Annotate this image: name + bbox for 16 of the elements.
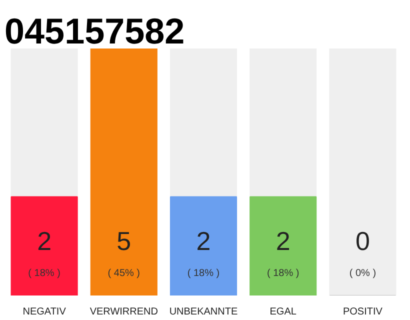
- x-tick-label: NEGATIV: [22, 306, 66, 318]
- data-label: 0: [355, 226, 370, 256]
- data-label: 2: [196, 226, 211, 256]
- data-label: 5: [116, 226, 132, 256]
- x-tick-label: VERWIRREND: [90, 306, 158, 318]
- data-label: 2: [276, 226, 290, 256]
- x-tick-label: POSITIV: [342, 306, 383, 318]
- x-tick-label: UNBEKANNTE: [169, 306, 238, 318]
- annotation: ( 0% ): [349, 268, 376, 279]
- annotation: ( 18% ): [266, 268, 300, 279]
- data-label: 2: [37, 226, 52, 256]
- annotation: ( 45% ): [108, 268, 140, 279]
- annotation: ( 18% ): [28, 268, 60, 279]
- x-tick-label: EGAL: [270, 306, 297, 318]
- annotation: ( 18% ): [187, 268, 220, 279]
- chart-title: 045157582: [4, 10, 185, 52]
